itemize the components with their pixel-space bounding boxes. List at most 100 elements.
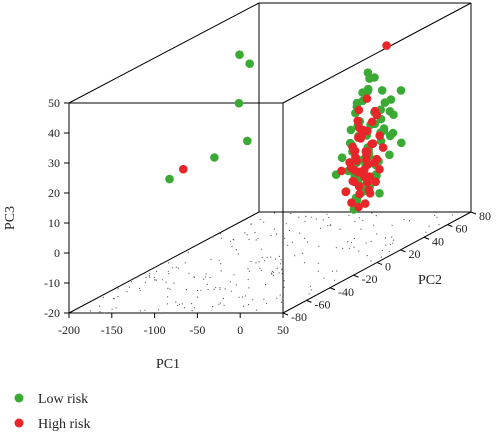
floor-dot: [403, 219, 405, 221]
floor-dot: [165, 281, 167, 283]
pc3-tick-label: -20: [44, 306, 60, 320]
pc2-tick-mark: [400, 249, 406, 253]
point-low-risk: [337, 153, 347, 162]
floor-dot: [233, 239, 235, 241]
floor-dot: [260, 269, 262, 271]
floor-dot: [161, 279, 163, 281]
point-low-risk: [365, 74, 374, 83]
floor-dot: [255, 262, 257, 264]
point-high-risk: [378, 143, 388, 152]
floor-dot: [219, 233, 221, 235]
pc3-tick-label: 20: [48, 186, 60, 200]
floor-dot: [323, 277, 325, 279]
floor-dot: [310, 289, 312, 291]
floor-dot: [205, 273, 207, 275]
floor-dot: [167, 270, 169, 272]
floor-dot: [284, 237, 286, 239]
floor-dot: [354, 220, 356, 223]
floor-dot: [117, 295, 119, 298]
floor-dot: [273, 212, 275, 214]
floor-dot: [218, 259, 220, 261]
floor-dot: [202, 278, 205, 280]
legend-item-high-risk: High risk: [14, 417, 91, 432]
pc1-tick-label: 50: [277, 323, 289, 337]
pc2-tick-mark: [423, 236, 430, 240]
floor-dot: [160, 263, 162, 265]
floor-dot: [126, 291, 128, 293]
plot-box-frame: [68, 2, 472, 314]
floor-dot: [197, 289, 199, 292]
floor-dot: [294, 255, 296, 257]
floor-dot: [282, 265, 284, 267]
floor-dot: [371, 212, 373, 214]
floor-dot: [388, 250, 390, 253]
point-high-risk: [354, 202, 363, 212]
floor-dot: [243, 305, 245, 307]
point-low-risk: [397, 138, 406, 148]
floor-dot: [279, 263, 282, 265]
floor-dot: [327, 225, 329, 227]
floor-dot: [257, 237, 259, 239]
floor-dot: [274, 258, 276, 260]
floor-dot: [137, 276, 139, 278]
floor-dot: [276, 233, 278, 235]
pc1-tick-label: -200: [58, 323, 80, 337]
floor-dot: [191, 310, 193, 312]
point-high-risk: [353, 168, 363, 177]
floor-dot: [385, 244, 387, 246]
floor-dot: [425, 231, 427, 233]
floor-dot: [168, 273, 170, 275]
legend-swatch-low-risk: [14, 393, 24, 403]
floor-dot: [102, 296, 104, 298]
point-low-risk: [210, 153, 219, 162]
floor-dot: [220, 237, 222, 239]
floor-dot: [435, 211, 437, 214]
floor-dot: [183, 307, 186, 309]
floor-dot: [336, 270, 338, 272]
floor-dot: [181, 303, 183, 305]
floor-dot: [245, 295, 247, 297]
floor-dot: [281, 272, 283, 275]
floor-dot: [176, 304, 178, 306]
point-low-risk: [385, 131, 395, 141]
floor-dot: [266, 256, 268, 259]
floor-dot: [299, 232, 301, 234]
floor-dot: [271, 273, 273, 275]
point-high-risk: [370, 158, 379, 167]
floor-dot: [264, 260, 266, 262]
floor-dot: [333, 279, 336, 281]
pc2-tick-label: 20: [409, 247, 421, 261]
floor-dot: [290, 212, 292, 215]
floor-dot: [279, 294, 281, 296]
floor-dot: [167, 312, 169, 314]
pc2-tick-label: -60: [315, 297, 331, 311]
floor-dot: [210, 259, 212, 261]
pc2-tick-mark: [470, 211, 477, 215]
floor-dot: [280, 259, 282, 261]
floor-dot: [191, 303, 193, 305]
point-high-risk: [375, 131, 385, 140]
floor-dot: [149, 273, 151, 275]
floor-dot: [148, 275, 150, 277]
floor-dot: [144, 281, 146, 283]
point-high-risk: [360, 172, 370, 182]
floor-dot: [391, 236, 393, 238]
floor-dot: [329, 225, 331, 227]
floor-dot: [278, 272, 280, 274]
point-low-risk: [358, 88, 367, 97]
floor-dot: [149, 276, 151, 278]
floor-dot: [260, 248, 262, 250]
floor-dot: [168, 262, 170, 264]
floor-dot: [285, 223, 287, 225]
floor-dot: [266, 302, 268, 305]
floor-dot: [438, 224, 440, 226]
floor-dot: [177, 267, 179, 269]
floor-dot: [273, 271, 275, 273]
point-high-risk: [375, 165, 384, 174]
floor-dot: [302, 252, 304, 254]
pc1-tick-label: -150: [101, 323, 123, 337]
floor-dot: [365, 242, 367, 244]
floor-dot: [139, 287, 141, 289]
floor-dot: [200, 289, 202, 291]
legend-label-low-risk: Low risk: [38, 392, 88, 407]
